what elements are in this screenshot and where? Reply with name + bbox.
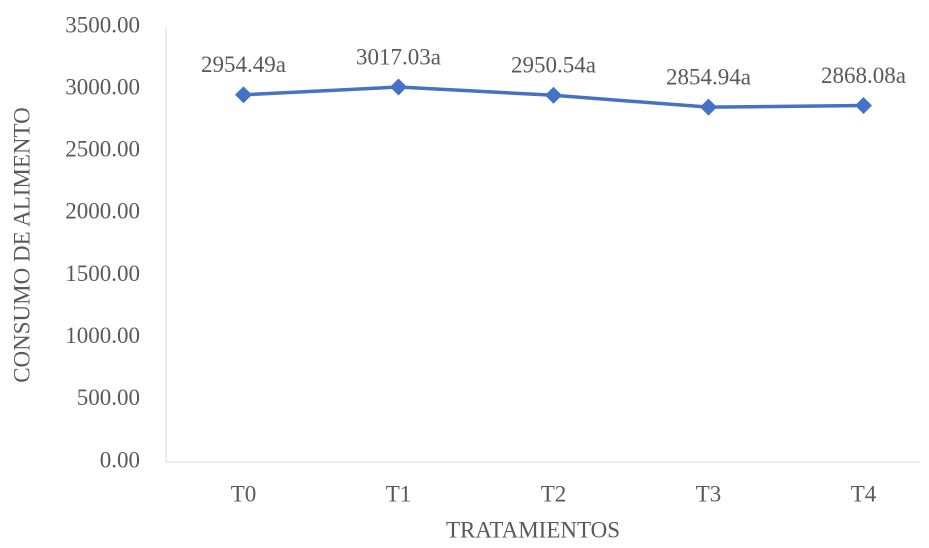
y-tick-label: 3500.00 [65,12,140,37]
y-tick-label: 500.00 [77,385,140,410]
marker [390,78,407,96]
marker [545,86,562,104]
x-tick-label: T0 [231,481,257,506]
y-tick-label: 1000.00 [65,323,140,348]
x-tick-label: T4 [851,481,877,506]
y-tick-label: 2000.00 [65,199,140,224]
data-label: 2950.54a [511,53,596,78]
data-label: 3017.03a [356,44,441,69]
y-tick-label: 0.00 [100,447,140,472]
marker [855,97,872,115]
x-axis-title: TRATAMIENTOS [446,517,620,542]
marker [235,86,252,104]
data-label: 2954.49a [201,52,286,77]
data-label: 2868.08a [821,63,906,88]
y-axis-title: CONSUMO DE ALIMENTO [9,107,34,383]
y-tick-label: 2500.00 [65,137,140,162]
y-tick-label: 3000.00 [65,74,140,99]
marker [700,98,717,116]
x-tick-label: T3 [696,481,722,506]
data-label: 2854.94a [666,64,751,89]
x-tick-label: T2 [541,481,567,506]
y-tick-label: 1500.00 [65,261,140,286]
x-tick-label: T1 [386,481,412,506]
